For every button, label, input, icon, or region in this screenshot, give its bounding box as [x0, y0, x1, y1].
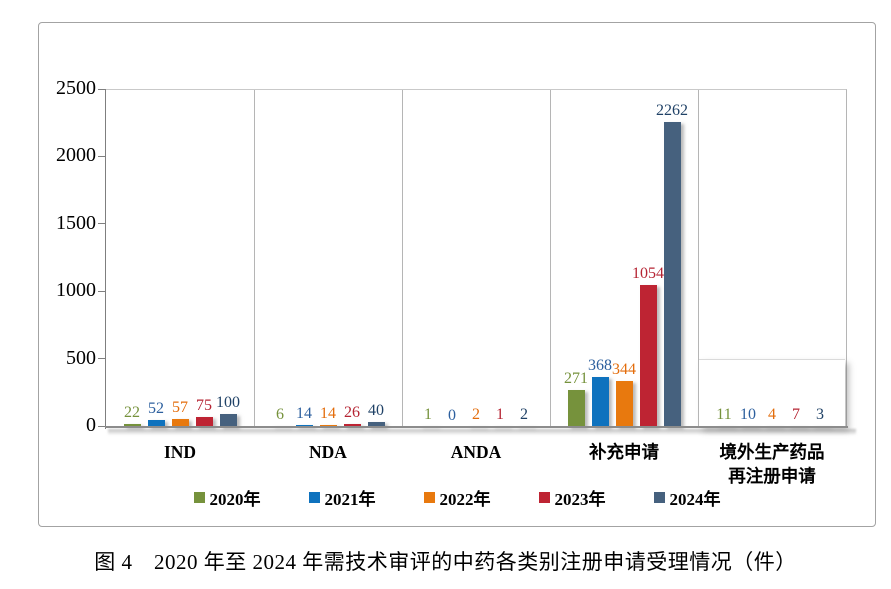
last-category-backdrop: [699, 359, 845, 427]
legend-item-2020年: 2020年: [193, 485, 261, 510]
y-axis-tick: [98, 155, 105, 157]
bar-value-label: 2: [472, 406, 480, 424]
category-label: 补充申请: [589, 442, 659, 462]
category-label: 境外生产药品 再注册申请: [719, 442, 825, 486]
legend-swatch: [308, 492, 320, 503]
bar-value-label: 14: [320, 405, 336, 423]
bar-value-label: 40: [368, 401, 384, 419]
category-label: NDA: [309, 442, 347, 462]
legend: 2020年 2021年 2022年 2023年 2024年: [39, 485, 875, 510]
bar-value-label: 10: [740, 405, 756, 423]
bar-group: 271 368 344 1054 2262: [550, 103, 698, 427]
bar-group: 6 14 14 26 40: [254, 402, 402, 427]
bar-value-label: 7: [792, 406, 800, 424]
y-axis-tick-label: 500: [66, 346, 96, 369]
bar-value-label: 1054: [632, 264, 664, 282]
y-axis-line: [104, 89, 106, 429]
y-axis-tick: [98, 425, 105, 427]
legend-label: 2020年: [209, 490, 261, 509]
y-axis-tick: [98, 88, 105, 90]
bar-value-label: 368: [588, 357, 612, 375]
y-axis-tick-label: 2500: [56, 77, 96, 99]
category-separator: [698, 90, 699, 427]
bar-2022年-IND: 57: [171, 400, 189, 427]
bar-value-label: 6: [276, 406, 284, 424]
bar-2024年-IND: 100: [216, 394, 240, 427]
bar-value-label: 52: [148, 400, 164, 417]
bar-2022年-补充申请: 344: [612, 361, 636, 427]
y-axis-tick: [98, 358, 105, 360]
y-axis-tick: [98, 223, 105, 225]
bar-2021年-IND: 52: [147, 401, 165, 427]
bar-value-label: 3: [816, 406, 824, 424]
bar-value-label: 271: [564, 370, 588, 388]
legend-swatch: [423, 492, 435, 503]
legend-label: 2023年: [554, 490, 606, 509]
legend-item-2021年: 2021年: [308, 485, 376, 510]
bar-value-label: 1: [424, 406, 432, 424]
bar-2023年-补充申请: 1054: [632, 265, 664, 427]
bar-value-label: 14: [296, 405, 312, 423]
legend-item-2024年: 2024年: [653, 485, 721, 510]
y-axis-tick-label: 1500: [56, 211, 96, 234]
legend-swatch: [193, 492, 205, 503]
bar-value-label: 2: [520, 406, 528, 424]
legend-swatch: [538, 492, 550, 503]
bar-2023年-IND: 75: [195, 397, 213, 427]
category-cell-4: 271 368 344 1054 2262: [550, 90, 698, 427]
category-cell-1: 22 52 57 75 100: [106, 90, 254, 427]
category-cell-2: 6 14 14 26 40: [254, 90, 402, 427]
bar-value-label: 22: [124, 404, 140, 422]
bar-value-label: 2262: [656, 102, 688, 120]
category-separator: [550, 90, 551, 427]
category-label: IND: [163, 442, 197, 462]
legend-label: 2022年: [439, 490, 491, 509]
legend-item-2023年: 2023年: [538, 485, 606, 510]
bar-value-label: 11: [716, 405, 732, 423]
bar-2021年-补充申请: 368: [588, 358, 612, 427]
legend-label: 2021年: [324, 490, 376, 509]
y-axis-tick-label: 1000: [56, 279, 96, 302]
category-label: ANDA: [450, 442, 502, 462]
bar-2024年-补充申请: 2262: [656, 103, 688, 427]
legend-swatch: [653, 492, 665, 503]
bar-2020年-补充申请: 271: [564, 371, 588, 427]
y-axis-tick-label: 0: [86, 414, 96, 436]
bar-value-label: 26: [344, 403, 360, 421]
bar-value-label: 344: [612, 360, 636, 378]
bar-value-label: 0: [448, 407, 456, 424]
bar-value-label: 100: [216, 393, 240, 411]
y-axis-tick: [98, 290, 105, 292]
plot-area: IND 22 52 57 75 100 NDA 6 14 14 26 40 ANDA 1 0 2 1 2 补充申请 2…: [98, 88, 856, 486]
bar-value-label: 57: [172, 399, 188, 417]
y-axis-tick-label: 2000: [56, 144, 96, 167]
x-axis-line: [104, 426, 848, 428]
x-axis-shadow: [108, 428, 856, 435]
chart-frame: IND 22 52 57 75 100 NDA 6 14 14 26 40 ANDA 1 0 2 1 2 补充申请 2…: [38, 22, 876, 527]
bar-2024年-NDA: 40: [367, 402, 385, 427]
bar-2023年-NDA: 26: [343, 404, 361, 427]
legend-label: 2024年: [669, 490, 721, 509]
bar-value-label: 4: [768, 406, 776, 424]
category-separator: [402, 90, 403, 427]
chart-caption: 图 4 2020 年至 2024 年需技术审评的中药各类别注册申请受理情况（件）: [94, 550, 797, 574]
category-separator: [254, 90, 255, 427]
legend-item-2022年: 2022年: [423, 485, 491, 510]
bar-value-label: 75: [196, 396, 212, 414]
bar-group: 22 52 57 75 100: [106, 394, 254, 427]
bar-value-label: 1: [496, 406, 504, 424]
bar-2020年-IND: 22: [123, 405, 141, 427]
